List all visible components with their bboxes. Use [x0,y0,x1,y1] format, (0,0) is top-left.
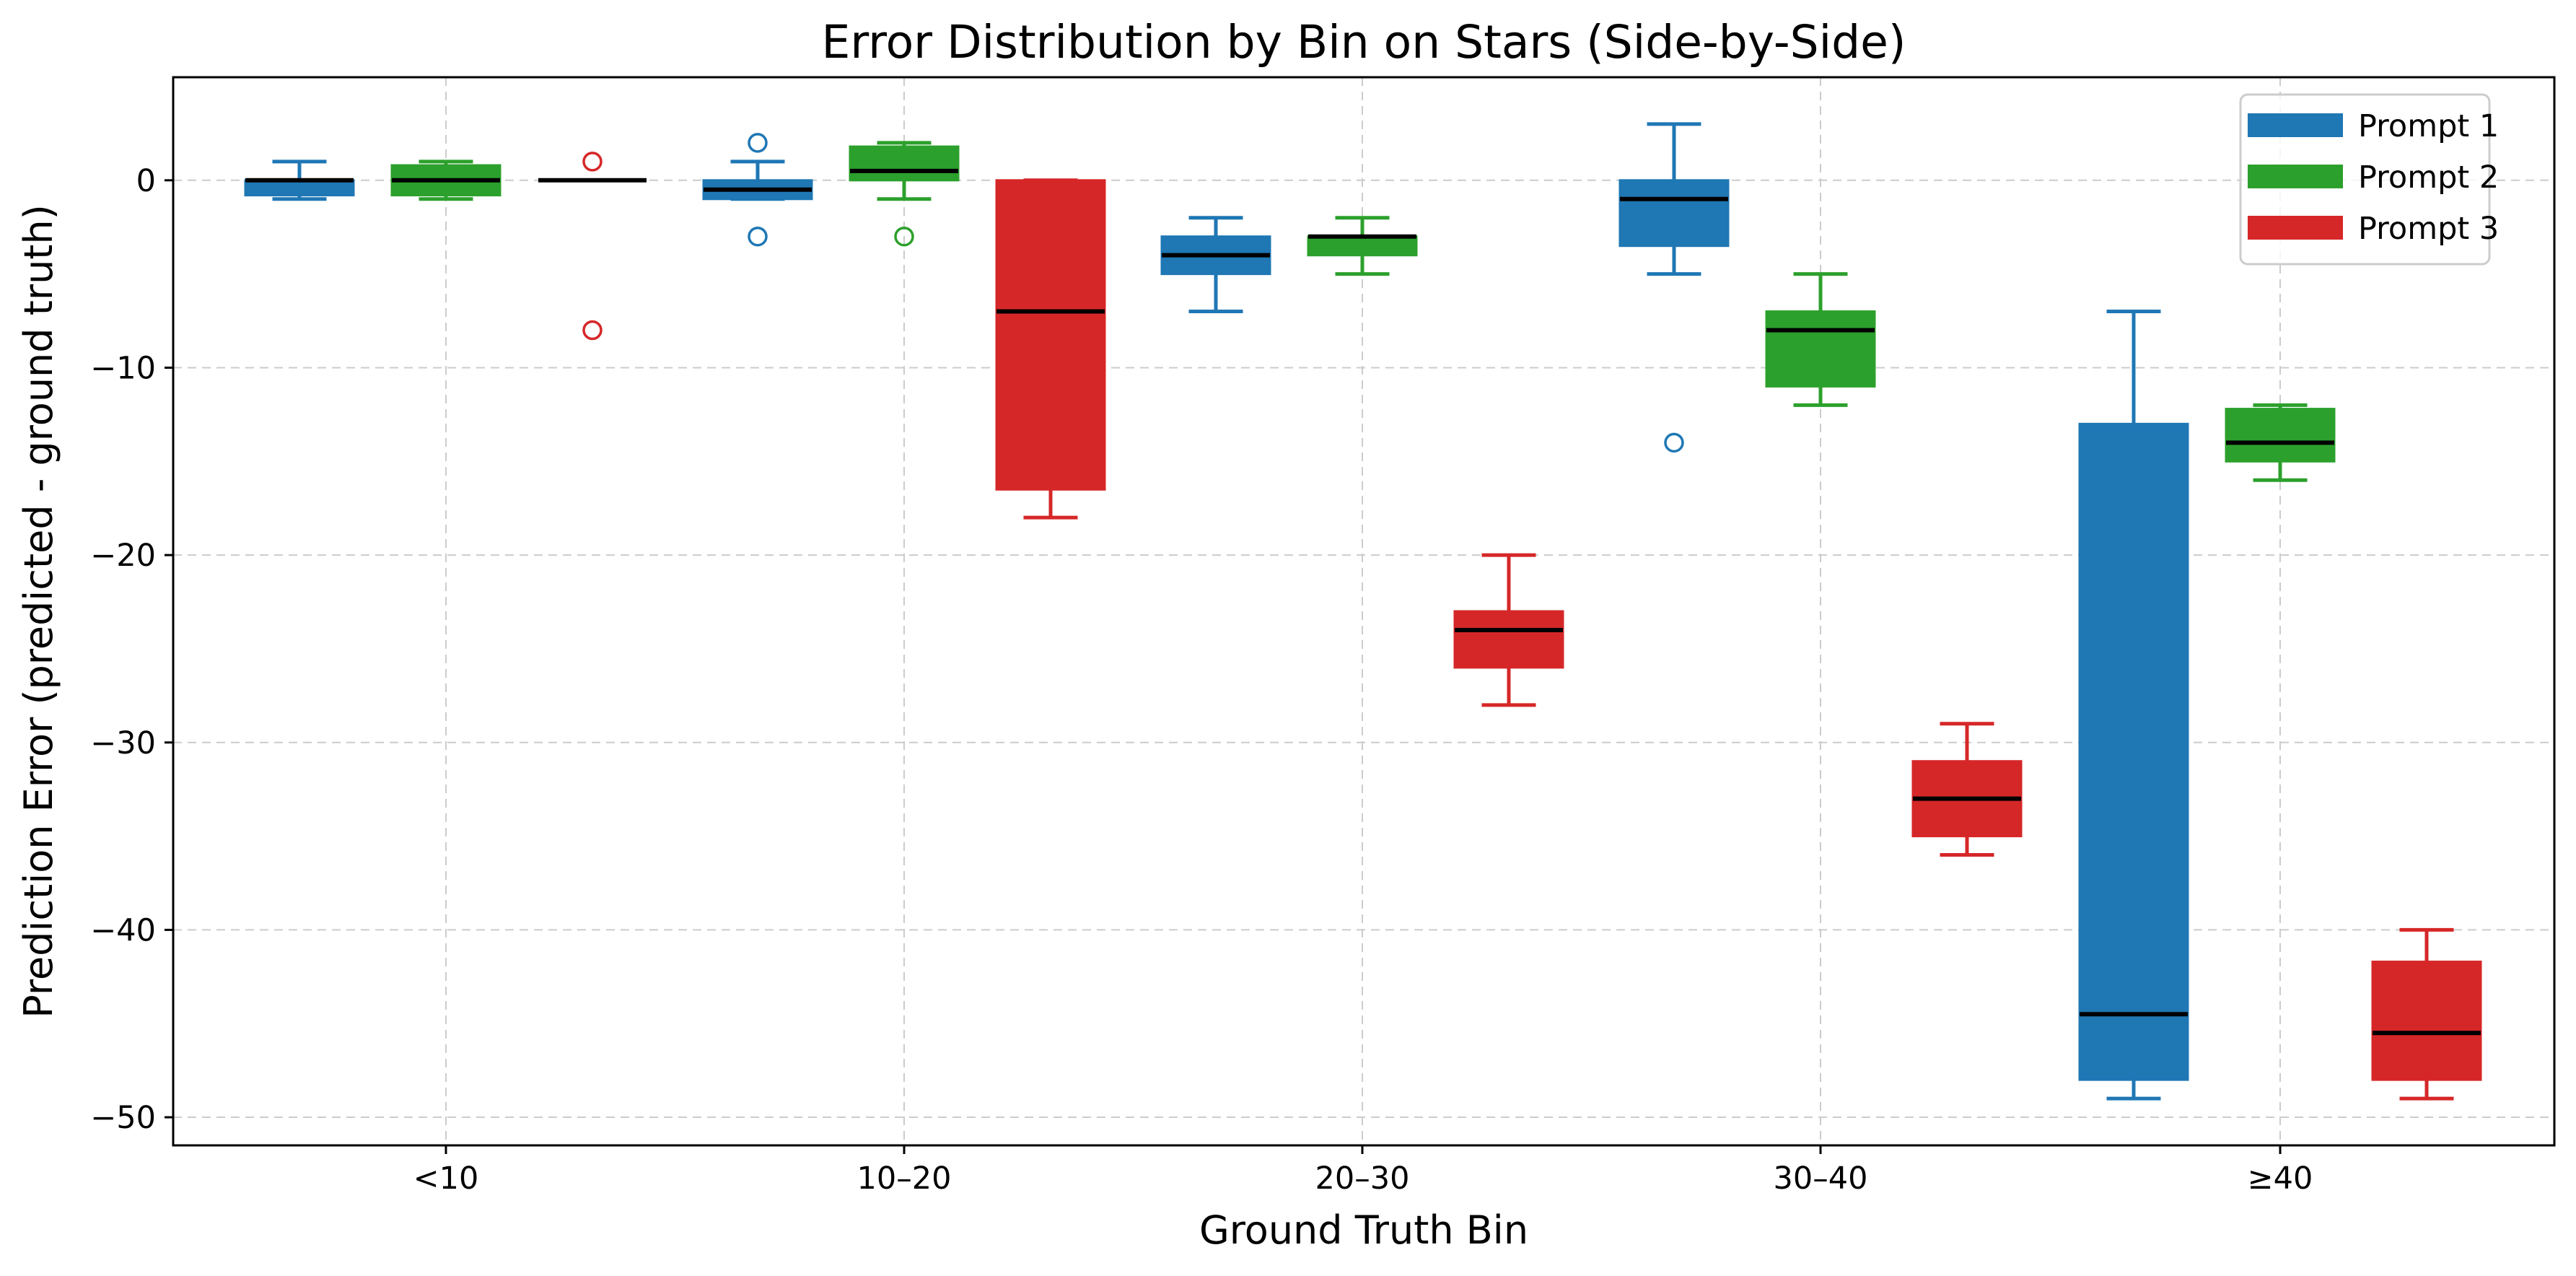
box-prompt-3-10-20 [995,178,1106,520]
x-tick-label: <10 [413,1161,479,1197]
box-prompt-1-10-20 [702,133,813,247]
box-body [2225,408,2336,463]
x-tick-label: 10–20 [857,1161,952,1197]
legend-swatch-prompt-1 [2248,113,2343,137]
outlier-point [1664,432,1684,453]
boxes [244,122,2482,1101]
outlier-point [582,320,603,341]
box-prompt-2-20-30 [1307,216,1418,276]
box-prompt-2-40 [2225,403,2336,482]
legend: Prompt 1 Prompt 2 Prompt 3 [2239,93,2499,266]
legend-swatch-prompt-2 [2248,165,2343,188]
box-prompt-1-10 [244,160,355,201]
outlier-point [582,152,603,172]
box-prompt-2-10 [390,160,501,201]
box-body [995,179,1106,491]
box-body [1307,235,1418,257]
x-tick-label: 20–30 [1315,1161,1410,1197]
x-tick-label: ≥40 [2248,1161,2313,1197]
box-prompt-3-30-40 [1911,722,2023,857]
box-prompt-3-20-30 [1453,553,1564,707]
y-tick-label: −50 [90,1100,156,1136]
x-axis-label: Ground Truth Bin [1199,1207,1528,1253]
legend-label-prompt-1: Prompt 1 [2358,108,2499,144]
legend-swatch-prompt-3 [2248,216,2343,240]
box-prompt-3-10 [538,152,647,341]
y-tick-label: 0 [136,163,156,199]
box-body [1765,310,1876,388]
box-body [1618,179,1730,248]
box-body [849,145,960,182]
outlier-point [748,226,768,247]
chart-title: Error Distribution by Bin on Stars (Side… [822,16,1906,69]
axes: 0 −10 −20 −30 −40 −50 <10 10–20 20–30 30–40 ≥40 [90,163,2313,1197]
y-tick-label: −40 [90,912,156,948]
box-prompt-1-30-40 [1618,122,1730,453]
y-tick-label: −10 [90,350,156,386]
box-prompt-1-20-30 [1160,216,1271,314]
box-prompt-1-40 [2078,310,2189,1101]
box-body [1453,610,1564,669]
y-axis-label: Prediction Error (predicted - ground tru… [16,204,61,1018]
plot-frame [172,76,2556,1147]
box-body [2078,422,2189,1081]
legend-label-prompt-2: Prompt 2 [2358,160,2499,196]
box-body [2371,961,2482,1081]
outlier-point [748,133,768,153]
y-tick-label: −30 [90,725,156,761]
box-prompt-3-40 [2371,927,2482,1101]
legend-label-prompt-3: Prompt 3 [2358,211,2499,247]
outlier-point [894,226,914,247]
box-prompt-2-30-40 [1765,272,1876,407]
x-tick-label: 30–40 [1774,1161,1868,1197]
box-body [244,179,355,197]
y-tick-label: −20 [90,538,156,574]
box-prompt-2-10-20 [849,141,960,247]
grid [173,77,2554,1145]
